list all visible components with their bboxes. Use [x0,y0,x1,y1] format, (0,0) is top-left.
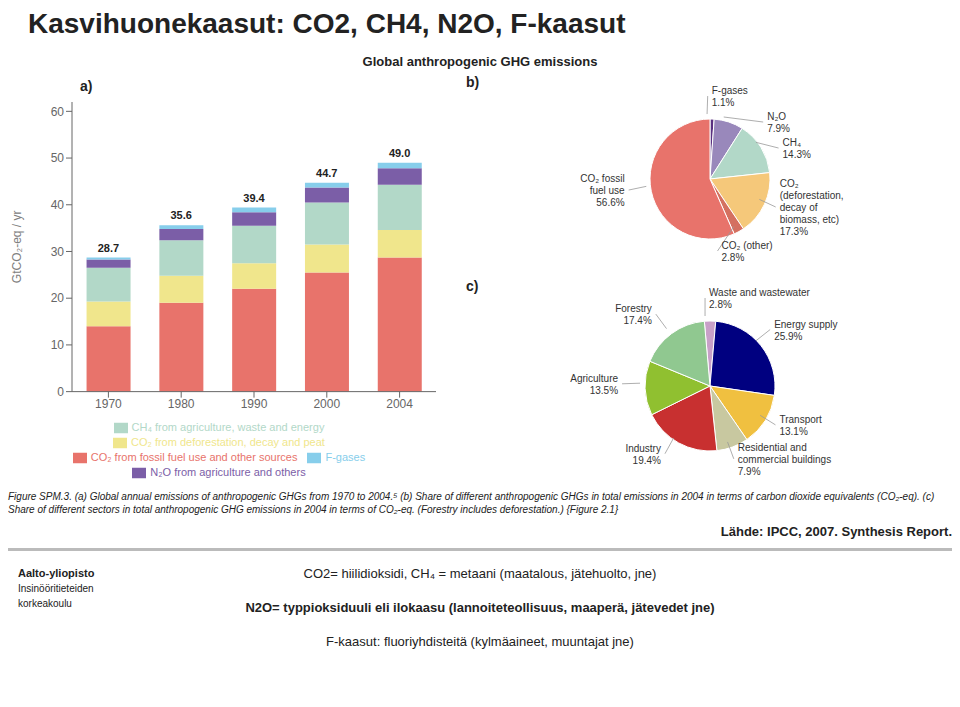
html-text:b): b) [466,74,480,90]
svg-text:50: 50 [51,151,65,165]
svg-text:2004: 2004 [386,397,413,411]
svg-text:GtCO₂-eq / yr: GtCO₂-eq / yr [10,210,24,283]
svg-text:CO₂ fossilfuel use56.6%: CO₂ fossilfuel use56.6% [580,173,625,208]
svg-text:49.0: 49.0 [389,147,410,159]
svg-text:Waste and wastewater2.8%: Waste and wastewater2.8% [709,287,810,310]
svg-text:0: 0 [57,385,64,399]
svg-text:Energy supply25.9%: Energy supply25.9% [774,318,837,341]
html-text:Figure SPM.3. (a) Global annua: Figure SPM.3. (a) Global annual emission… [8,491,935,515]
svg-text:60: 60 [51,105,65,119]
html-text:CO₂ from deforestation, decay: CO₂ from deforestation, decay and peat [131,435,325,448]
svg-text:39.4: 39.4 [243,192,265,204]
svg-text:Agriculture13.5%: Agriculture13.5% [570,372,618,395]
html-text:korkeakoulu: korkeakoulu [18,598,72,609]
html-text:F-kaasut: fluoriyhdisteitä (ky: F-kaasut: fluoriyhdisteitä (kylmäaineet,… [326,634,634,649]
svg-text:44.7: 44.7 [316,167,337,179]
html-text:Global anthropogenic GHG emiss: Global anthropogenic GHG emissions [362,54,598,69]
html-text:c): c) [466,278,479,294]
html-text:Kasvihuonekaasut: CO2, CH4, N2: Kasvihuonekaasut: CO2, CH4, N2O, F-kaasu… [28,8,626,39]
html-text:Aalto-yliopisto: Aalto-yliopisto [18,567,95,579]
html-text:N2O= typpioksiduuli eli ilokaa: N2O= typpioksiduuli eli ilokaasu (lannoi… [245,600,715,615]
svg-text:10: 10 [51,338,65,352]
svg-text:CO₂ (other)2.8%: CO₂ (other)2.8% [722,239,773,262]
svg-text:N₂O7.9%: N₂O7.9% [767,111,790,134]
html-text:CO₂ from fossil fuel use and o: CO₂ from fossil fuel use and other sourc… [90,450,298,463]
svg-text:Residential andcommercial buil: Residential andcommercial buildings7.9% [738,441,831,476]
html-text:N₂O from agriculture and other: N₂O from agriculture and others [150,465,306,478]
svg-text:28.7: 28.7 [98,242,119,254]
svg-text:1980: 1980 [168,397,195,411]
svg-text:Forestry17.4%: Forestry17.4% [615,303,652,326]
svg-text:2000: 2000 [313,397,340,411]
html-text:a): a) [80,78,93,94]
svg-text:30: 30 [51,245,65,259]
html-text:Insinööritieteiden: Insinööritieteiden [18,583,94,594]
svg-text:CH₄14.3%: CH₄14.3% [783,137,811,160]
svg-text:1970: 1970 [95,397,122,411]
html-text:CH₄ from agriculture, waste an: CH₄ from agriculture, waste and energy [131,420,325,433]
svg-text:40: 40 [51,198,65,212]
svg-text:20: 20 [51,291,65,305]
html-text:F-gases: F-gases [325,450,366,463]
html-text:Lähde: IPCC, 2007. Synthesis R: Lähde: IPCC, 2007. Synthesis Report. [720,524,952,539]
svg-text:Industry19.4%: Industry19.4% [625,442,661,465]
svg-text:35.6: 35.6 [170,209,191,221]
svg-text:Transport13.1%: Transport13.1% [779,413,822,436]
html-text:CO2= hiilidioksidi, CH₄ = meta: CO2= hiilidioksidi, CH₄ = metaani (maata… [303,566,657,581]
svg-text:1990: 1990 [241,397,268,411]
svg-text:F-gases1.1%: F-gases1.1% [712,85,748,108]
svg-text:CO₂(deforestation,decay ofbiom: CO₂(deforestation,decay ofbiomass, etc)1… [780,177,844,236]
